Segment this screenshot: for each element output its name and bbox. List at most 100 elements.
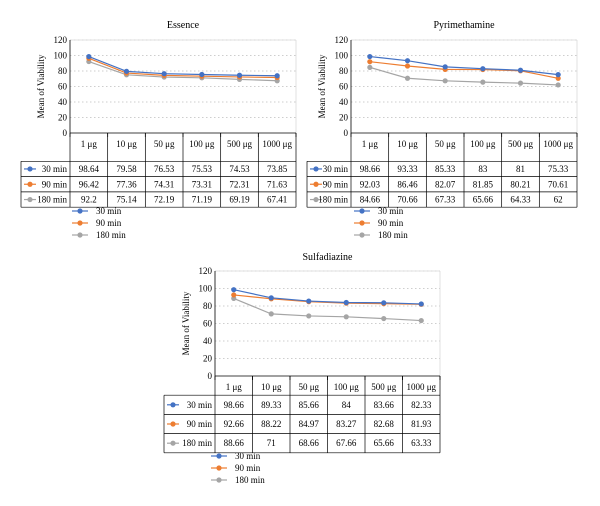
table-cell-value: 75.53 (192, 164, 213, 174)
table-cell-value: 65.66 (374, 438, 395, 448)
legend-marker (216, 477, 222, 483)
data-table-grid (163, 376, 441, 454)
x-tick-label: 10 μg (397, 139, 418, 149)
table-cell-value: 81 (516, 164, 525, 174)
data-point (306, 298, 312, 304)
table-cell-value: 68.66 (299, 438, 320, 448)
y-tick-label: 60 (339, 82, 349, 92)
table-series-key-marker (27, 181, 33, 187)
table-series-name: 180 min (318, 195, 348, 205)
table-cell-value: 89.33 (261, 400, 282, 410)
table-series-key-marker (170, 402, 176, 408)
y-tick-label: 80 (339, 66, 349, 76)
x-tick-label: 10 μg (116, 139, 137, 149)
data-point (161, 71, 167, 77)
data-point (367, 59, 373, 65)
table-series-key-marker (313, 196, 319, 203)
data-point (367, 53, 373, 60)
chart-essence: Essence Mean of Viability 0 20 40 60 80 100 120 1… (20, 20, 297, 240)
data-point (86, 53, 92, 60)
series-line-30-min (233, 289, 422, 305)
table-cell-value: 81.93 (411, 419, 432, 429)
legend-label: 90 min (96, 218, 122, 228)
x-tick-label: 50 μg (154, 139, 175, 149)
y-axis-label: Mean of Viability (181, 291, 191, 355)
table-cell-value: 80.21 (510, 179, 530, 189)
y-tick-label: 120 (335, 35, 349, 45)
series-line-180-min (233, 297, 422, 322)
table-cell-value: 70.66 (397, 195, 418, 205)
table-cell-value: 98.66 (360, 164, 381, 174)
table-series-name: 30 min (323, 164, 349, 174)
data-point (343, 314, 349, 320)
table-cell-value: 73.31 (192, 179, 212, 189)
legend-label: 90 min (378, 218, 404, 228)
chart-title: Sulfadiazine (303, 252, 354, 263)
x-tick-label: 1000 μg (262, 139, 292, 149)
x-tick-label: 100 μg (189, 139, 215, 149)
table-series-key-marker (27, 196, 33, 203)
data-point (231, 287, 237, 293)
data-point (231, 292, 237, 298)
series-line-30-min (88, 55, 278, 77)
table-cell-value: 70.61 (548, 179, 568, 189)
table-cell-value: 79.58 (116, 164, 137, 174)
table-series-key-marker (170, 421, 176, 427)
table-cell-value: 86.46 (397, 179, 418, 189)
table-cell-value: 67.66 (336, 438, 357, 448)
y-tick-label: 40 (203, 336, 213, 346)
data-point (480, 79, 486, 85)
legend-label: 180 min (378, 230, 408, 240)
legend-label: 30 min (378, 206, 404, 216)
y-tick-label: 20 (203, 354, 213, 364)
table-series-name: 90 min (42, 179, 68, 189)
table-cell-value: 98.64 (79, 164, 100, 174)
table-series-name: 90 min (187, 419, 213, 429)
table-cell-value: 83.27 (336, 419, 357, 429)
table-cell-value: 77.36 (116, 179, 137, 189)
table-cell-value: 74.53 (229, 164, 250, 174)
data-point (404, 58, 411, 64)
table-series-key-marker (170, 440, 176, 446)
x-tick-label: 500 μg (227, 139, 253, 149)
x-tick-label: 500 μg (371, 382, 397, 392)
table-cell-value: 88.66 (224, 438, 245, 448)
data-table-grid (306, 133, 578, 208)
table-cell-value: 64.33 (510, 195, 531, 205)
series-line-90-min (233, 294, 422, 305)
table-cell-value: 83.66 (374, 400, 395, 410)
y-tick-label: 60 (58, 82, 68, 92)
series-line-180-min (88, 60, 278, 82)
legend-marker (77, 232, 83, 238)
x-tick-label: 1000 μg (406, 382, 436, 392)
x-tick-label: 1 μg (81, 139, 98, 149)
y-tick-label: 100 (335, 51, 349, 61)
x-tick-label: 50 μg (298, 382, 319, 392)
legend-label: 180 min (235, 475, 265, 485)
x-tick-label: 100 μg (334, 382, 360, 392)
data-point (274, 73, 280, 79)
table-series-name: 180 min (182, 438, 212, 448)
table-series-name: 180 min (37, 195, 67, 205)
table-cell-value: 75.33 (548, 164, 569, 174)
data-point (480, 66, 486, 72)
data-point (555, 72, 561, 78)
x-tick-label: 10 μg (261, 382, 282, 392)
data-point (199, 71, 205, 78)
data-point (381, 315, 387, 322)
table-cell-value: 82.33 (411, 400, 432, 410)
y-tick-label: 40 (339, 97, 349, 107)
legend-marker (216, 465, 222, 471)
table-cell-value: 82.07 (435, 179, 456, 189)
table-cell-value: 73.85 (267, 164, 288, 174)
y-tick-label: 40 (58, 97, 68, 107)
legend-marker (359, 232, 365, 238)
x-tick-label: 100 μg (470, 139, 496, 149)
table-series-name: 30 min (42, 164, 68, 174)
data-point (268, 295, 274, 301)
legend-marker (359, 220, 365, 226)
data-point (404, 63, 411, 69)
y-tick-label: 60 (203, 319, 213, 329)
table-cell-value: 75.14 (116, 195, 137, 205)
